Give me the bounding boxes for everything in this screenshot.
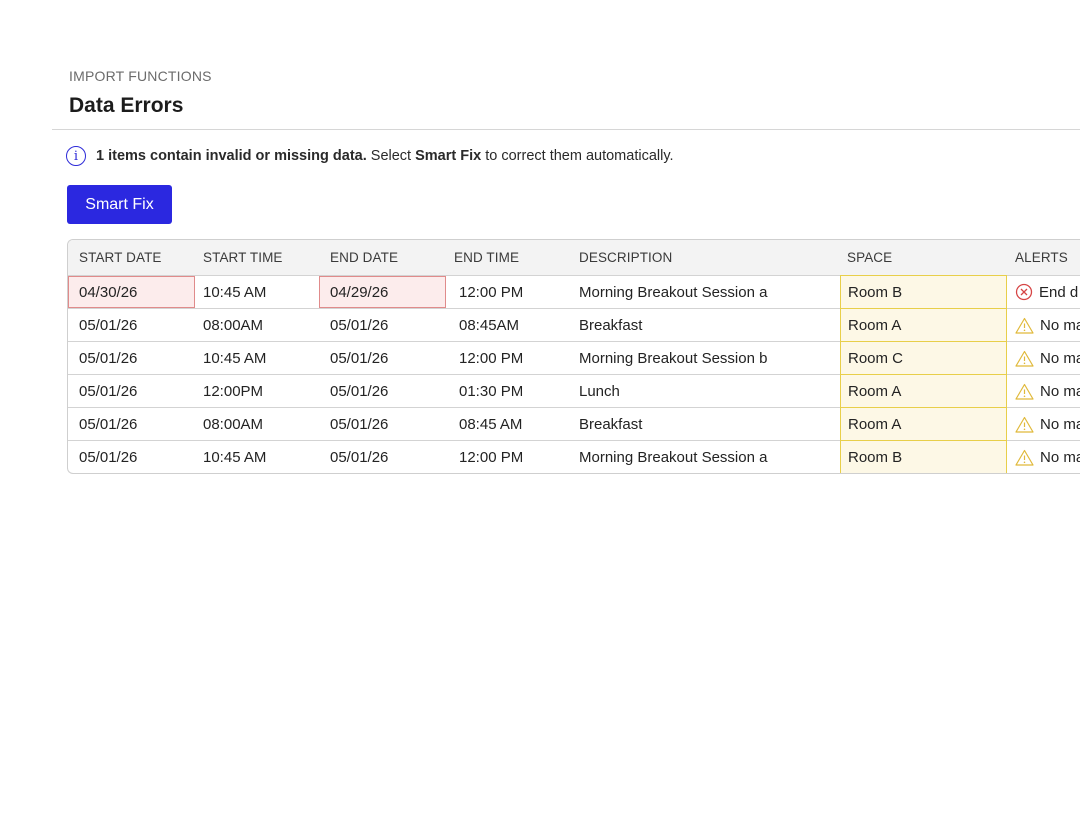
start-date-cell[interactable]: 05/01/26 — [79, 448, 138, 466]
start-date-cell[interactable]: 05/01/26 — [79, 415, 138, 433]
end-date-cell[interactable]: 05/01/26 — [330, 415, 389, 433]
table-row[interactable]: 04/30/26 10:45 AM 04/29/26 12:00 PM Morning … — [68, 275, 1080, 308]
error-circle-x-icon — [1015, 283, 1033, 301]
end-time-cell[interactable]: 01:30 PM — [459, 382, 524, 400]
end-time-cell[interactable]: 08:45AM — [459, 316, 520, 334]
space-cell[interactable]: Room A — [840, 407, 1007, 440]
table-row[interactable]: 05/01/26 08:00AM 05/01/26 08:45 AM Breakfast… — [68, 407, 1080, 440]
column-header-start-date[interactable]: START DATE — [79, 250, 162, 265]
alert-text: End d — [1039, 283, 1079, 301]
column-header-end-date[interactable]: END DATE — [330, 250, 399, 265]
alert-cell[interactable]: No ma — [1007, 342, 1080, 374]
error-notice: i 1 items contain invalid or missing dat… — [66, 144, 674, 168]
alert-text: No ma — [1040, 448, 1080, 466]
end-date-cell[interactable]: 05/01/26 — [330, 382, 389, 400]
end-time-cell[interactable]: 08:45 AM — [459, 415, 523, 433]
column-header-end-time[interactable]: END TIME — [454, 250, 520, 265]
alert-cell[interactable]: No ma — [1007, 441, 1080, 473]
space-cell[interactable]: Room C — [840, 341, 1007, 374]
column-header-start-time[interactable]: START TIME — [203, 250, 283, 265]
info-icon: i — [66, 146, 86, 166]
start-date-cell[interactable]: 04/30/26 — [68, 276, 195, 308]
warning-triangle-icon — [1015, 416, 1034, 433]
alert-cell[interactable]: No ma — [1007, 309, 1080, 341]
notice-text-before: Select — [366, 148, 416, 164]
table-body: 04/30/26 10:45 AM 04/29/26 12:00 PM Morning … — [68, 275, 1080, 473]
start-time-cell[interactable]: 08:00AM — [203, 415, 264, 433]
warning-triangle-icon — [1015, 383, 1034, 400]
end-date-cell[interactable]: 04/29/26 — [319, 276, 446, 308]
notice-summary: 1 items contain invalid or missing data. — [96, 148, 367, 164]
description-cell[interactable]: Breakfast — [579, 415, 643, 433]
end-time-cell[interactable]: 12:00 PM — [459, 349, 524, 367]
start-date-cell[interactable]: 05/01/26 — [79, 349, 138, 367]
space-cell[interactable]: Room A — [840, 308, 1007, 341]
space-cell[interactable]: Room A — [840, 374, 1007, 407]
end-date-cell[interactable]: 05/01/26 — [330, 448, 389, 466]
start-date-cell[interactable]: 05/01/26 — [79, 316, 138, 334]
column-header-description[interactable]: DESCRIPTION — [579, 250, 673, 265]
end-date-cell[interactable]: 05/01/26 — [330, 349, 389, 367]
end-date-cell[interactable]: 05/01/26 — [330, 316, 389, 334]
notice-action-name: Smart Fix — [415, 148, 482, 164]
warning-triangle-icon — [1015, 449, 1034, 466]
column-header-space[interactable]: SPACE — [847, 250, 893, 265]
data-table: START DATE START TIME END DATE END TIME … — [67, 239, 1080, 474]
column-header-alerts[interactable]: ALERTS — [1015, 250, 1068, 265]
space-cell[interactable]: Room B — [840, 275, 1007, 308]
start-time-cell[interactable]: 10:45 AM — [203, 448, 267, 466]
start-time-cell[interactable]: 10:45 AM — [203, 283, 267, 301]
end-time-cell[interactable]: 12:00 PM — [459, 448, 524, 466]
page-title: Data Errors — [69, 94, 184, 117]
start-time-cell[interactable]: 12:00PM — [203, 382, 264, 400]
space-cell[interactable]: Room B — [840, 440, 1007, 473]
description-cell[interactable]: Morning Breakout Session b — [579, 349, 768, 367]
description-cell[interactable]: Breakfast — [579, 316, 643, 334]
notice-text-after: to correct them automatically. — [481, 148, 674, 164]
header-divider — [52, 129, 1080, 130]
table-row[interactable]: 05/01/26 10:45 AM 05/01/26 12:00 PM Morning … — [68, 440, 1080, 473]
alert-text: No ma — [1040, 415, 1080, 433]
table-row[interactable]: 05/01/26 08:00AM 05/01/26 08:45AM Breakfast R… — [68, 308, 1080, 341]
start-date-cell[interactable]: 05/01/26 — [79, 382, 138, 400]
alert-text: No ma — [1040, 349, 1080, 367]
alert-cell[interactable]: End d — [1007, 276, 1080, 308]
table-header-row: START DATE START TIME END DATE END TIME … — [68, 240, 1080, 275]
description-cell[interactable]: Morning Breakout Session a — [579, 283, 768, 301]
table-row[interactable]: 05/01/26 10:45 AM 05/01/26 12:00 PM Morning … — [68, 341, 1080, 374]
table-row[interactable]: 05/01/26 12:00PM 05/01/26 01:30 PM Lunch Room… — [68, 374, 1080, 407]
alert-text: No ma — [1040, 382, 1080, 400]
start-time-cell[interactable]: 10:45 AM — [203, 349, 267, 367]
warning-triangle-icon — [1015, 317, 1034, 334]
warning-triangle-icon — [1015, 350, 1034, 367]
alert-text: No ma — [1040, 316, 1080, 334]
description-cell[interactable]: Lunch — [579, 382, 620, 400]
section-eyebrow: IMPORT FUNCTIONS — [69, 68, 212, 84]
start-time-cell[interactable]: 08:00AM — [203, 316, 264, 334]
smart-fix-button[interactable]: Smart Fix — [67, 185, 172, 224]
end-time-cell[interactable]: 12:00 PM — [459, 283, 524, 301]
description-cell[interactable]: Morning Breakout Session a — [579, 448, 768, 466]
alert-cell[interactable]: No ma — [1007, 375, 1080, 407]
alert-cell[interactable]: No ma — [1007, 408, 1080, 440]
